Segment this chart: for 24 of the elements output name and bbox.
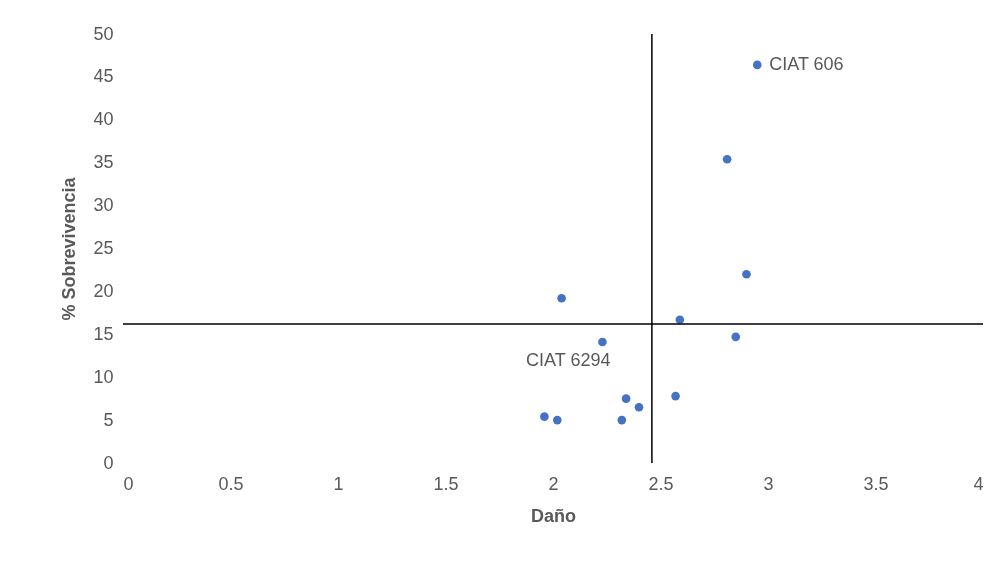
x-tick-label: 0 — [123, 473, 134, 494]
x-axis-title: Daño — [531, 505, 576, 526]
annotation: CIAT 6294 — [526, 350, 611, 371]
x-tick-label: 4 — [973, 473, 984, 494]
x-tick-label: 2.5 — [648, 473, 674, 494]
y-tick-label: 35 — [93, 152, 114, 173]
y-tick-label: 30 — [93, 195, 114, 216]
y-axis-title: % Sobrevivencia — [59, 176, 80, 321]
y-tick-label: 10 — [93, 366, 114, 387]
x-tick-label: 2 — [548, 473, 559, 494]
x-tick-label: 1.5 — [433, 473, 459, 494]
y-tick-label: 25 — [93, 238, 114, 258]
x-tick-label: 1 — [333, 473, 344, 494]
y-tick-label: 20 — [93, 280, 114, 301]
y-tick-label: 15 — [93, 323, 114, 344]
y-tick-label: 45 — [93, 66, 114, 87]
x-tick-label: 3 — [763, 473, 774, 494]
y-tick-label: 0 — [103, 452, 114, 473]
y-tick-label: 50 — [93, 23, 114, 44]
x-tick-label: 0.5 — [218, 473, 244, 494]
y-tick-label: 40 — [93, 109, 114, 130]
x-tick-label: 3.5 — [863, 473, 889, 494]
annotation: CIAT 606 — [769, 53, 844, 74]
y-tick-label: 5 — [103, 409, 114, 430]
